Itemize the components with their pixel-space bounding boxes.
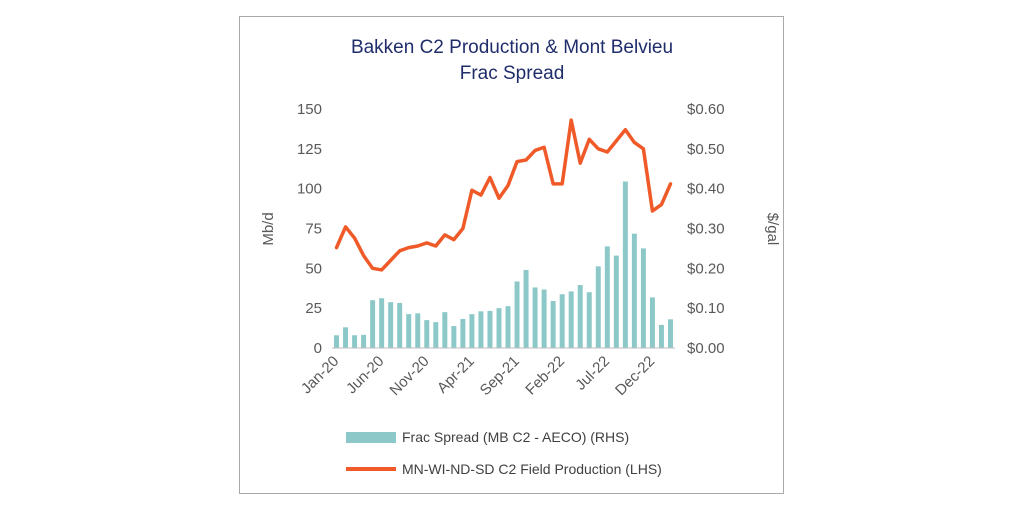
frac-spread-bar <box>505 306 511 348</box>
frac-spread-bar <box>433 322 439 348</box>
frac-spread-bar <box>496 308 502 348</box>
frac-spread-bar <box>397 302 403 348</box>
frac-spread-bar <box>649 297 655 348</box>
y-right-tick-label: $0.50 <box>687 141 725 158</box>
x-tick-label: Jun-20 <box>343 353 387 397</box>
frac-spread-bar <box>550 300 556 348</box>
frac-spread-bar <box>514 281 520 348</box>
frac-spread-bar <box>631 233 637 348</box>
frac-spread-bar <box>442 312 448 348</box>
x-tick-label: Nov-20 <box>386 353 432 399</box>
chart: Bakken C2 Production & Mont Belvieu Frac… <box>260 37 781 477</box>
y-left-tick-label: 50 <box>305 260 322 277</box>
y-axis-right-label: $/gal <box>764 213 781 246</box>
frac-spread-bar <box>613 255 619 348</box>
frac-spread-bar <box>388 302 394 348</box>
legend: Frac Spread (MB C2 - AECO) (RHS) MN-WI-N… <box>346 429 662 477</box>
frac-spread-bar <box>343 327 349 348</box>
y-right-tick-label: $0.30 <box>687 221 725 238</box>
legend-swatch-bar <box>346 432 396 443</box>
frac-spread-bar <box>352 335 358 348</box>
y-right-tick-label: $0.40 <box>687 181 725 198</box>
x-tick-label: Feb-22 <box>522 353 568 399</box>
y-right-tick-label: $0.20 <box>687 260 725 277</box>
frac-spread-bar <box>460 318 466 348</box>
y-axis-left: 0 25 50 75 100 125 150 <box>297 101 322 357</box>
c2-production-line <box>334 118 673 272</box>
frac-spread-bar <box>586 292 592 348</box>
x-tick-label: Apr-21 <box>434 353 478 397</box>
y-right-tick-label: $0.10 <box>687 300 725 317</box>
frac-spread-bar <box>415 313 421 348</box>
x-tick-label: Jan-20 <box>298 353 342 397</box>
bar-series <box>334 181 673 348</box>
frac-spread-bar <box>668 319 673 348</box>
y-right-tick-label: $0.60 <box>687 101 725 118</box>
frac-spread-bar <box>541 289 547 348</box>
frac-spread-bar <box>622 181 628 348</box>
x-tick-label: Jul-22 <box>572 353 613 394</box>
frac-spread-bar <box>406 314 412 348</box>
frac-spread-bar <box>604 246 610 348</box>
y-left-tick-label: 100 <box>297 181 322 198</box>
x-tick-label: Sep-21 <box>477 353 523 399</box>
frac-spread-bar <box>487 310 493 348</box>
chart-title-line-1: Bakken C2 Production & Mont Belvieu <box>351 37 673 58</box>
frac-spread-bar <box>424 320 430 348</box>
y-left-tick-label: 150 <box>297 101 322 118</box>
y-left-tick-label: 75 <box>305 221 322 238</box>
frac-spread-bar <box>523 269 529 348</box>
frac-spread-bar <box>334 335 339 348</box>
frac-spread-bar <box>379 298 385 348</box>
frac-spread-bar <box>577 285 583 348</box>
y-left-tick-label: 125 <box>297 141 322 158</box>
y-axis-left-label: Mb/d <box>260 212 277 245</box>
frac-spread-bar <box>595 266 601 348</box>
y-axis-right: $0.00 $0.10 $0.20 $0.30 $0.40 $0.50 $0.60 <box>687 101 725 357</box>
chart-frame: Bakken C2 Production & Mont Belvieu Frac… <box>239 16 784 494</box>
frac-spread-bar <box>370 300 376 348</box>
y-left-tick-label: 0 <box>314 340 322 357</box>
frac-spread-bar <box>658 324 664 348</box>
frac-spread-bar <box>640 248 646 348</box>
frac-spread-bar <box>559 294 565 348</box>
frac-spread-bar <box>478 311 484 348</box>
legend-label-bar: Frac Spread (MB C2 - AECO) (RHS) <box>402 429 629 445</box>
y-left-tick-label: 25 <box>305 300 322 317</box>
line-series <box>334 118 673 272</box>
frac-spread-bar <box>532 287 538 348</box>
x-tick-label: Dec-22 <box>612 353 658 399</box>
chart-title-line-2: Frac Spread <box>460 63 565 84</box>
frac-spread-bar <box>568 291 574 348</box>
frac-spread-bar <box>451 326 457 348</box>
y-right-tick-label: $0.00 <box>687 340 725 357</box>
legend-label-line: MN-WI-ND-SD C2 Field Production (LHS) <box>402 461 662 477</box>
frac-spread-bar <box>469 314 475 348</box>
frac-spread-bar <box>361 334 367 348</box>
